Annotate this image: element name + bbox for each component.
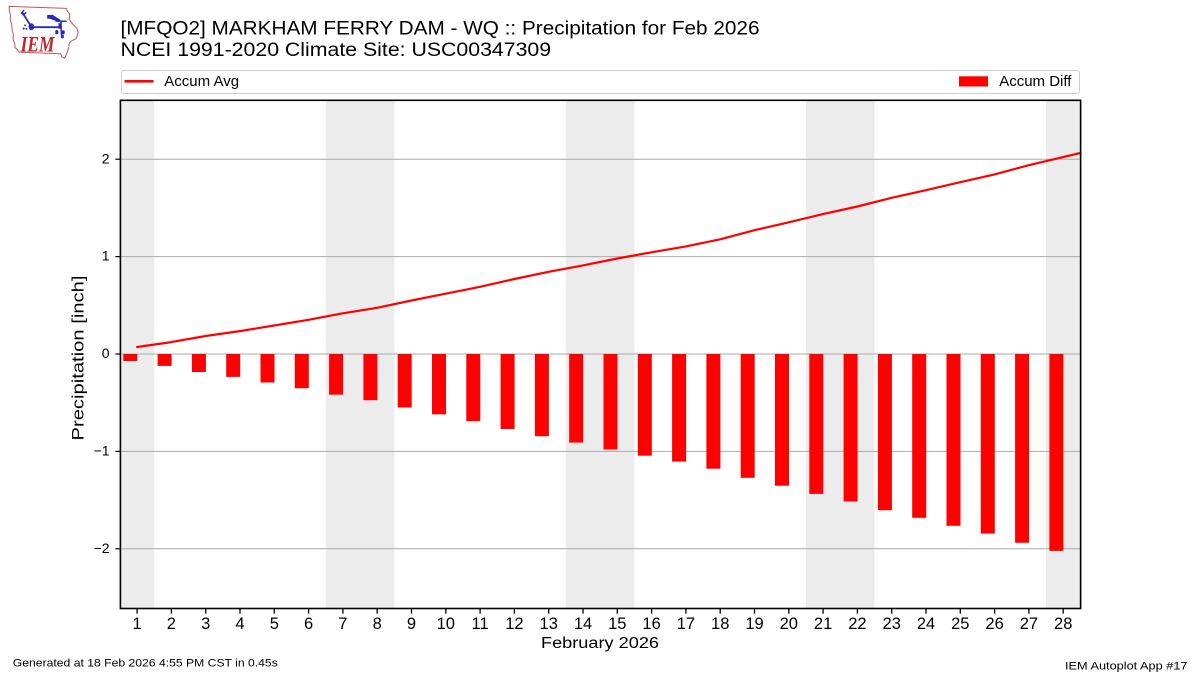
svg-text:1: 1	[102, 248, 110, 264]
svg-text:IEM Autoplot App #17: IEM Autoplot App #17	[1065, 660, 1188, 672]
svg-text:14: 14	[574, 615, 592, 633]
svg-text:Accum Diff: Accum Diff	[999, 73, 1072, 90]
svg-text:1: 1	[133, 615, 142, 633]
svg-text:28: 28	[1054, 615, 1072, 633]
svg-text:20: 20	[780, 615, 798, 633]
svg-text:24: 24	[917, 615, 935, 633]
svg-text:NCEI 1991-2020 Climate Site: U: NCEI 1991-2020 Climate Site: USC00347309	[121, 40, 552, 61]
svg-text:10: 10	[437, 615, 455, 633]
svg-text:27: 27	[1020, 615, 1038, 633]
svg-text:18: 18	[711, 615, 729, 633]
svg-text:0: 0	[102, 345, 110, 361]
svg-text:2: 2	[102, 150, 110, 166]
svg-text:[MFQO2] MARKHAM FERRY DAM - WQ: [MFQO2] MARKHAM FERRY DAM - WQ :: Precip…	[121, 18, 760, 39]
svg-text:Precipitation [inch]: Precipitation [inch]	[70, 276, 88, 441]
svg-text:11: 11	[472, 615, 489, 633]
svg-text:23: 23	[883, 615, 901, 633]
svg-text:4: 4	[235, 615, 244, 633]
svg-text:February 2026: February 2026	[541, 635, 659, 652]
svg-text:Generated at 18 Feb 2026 4:55: Generated at 18 Feb 2026 4:55 PM CST in …	[13, 658, 279, 670]
svg-text:IEM: IEM	[20, 32, 56, 57]
svg-text:21: 21	[814, 615, 832, 633]
svg-text:15: 15	[608, 615, 626, 633]
svg-text:−2: −2	[94, 540, 110, 556]
svg-text:7: 7	[338, 615, 347, 633]
svg-text:16: 16	[642, 615, 660, 633]
svg-text:26: 26	[985, 615, 1003, 633]
svg-text:9: 9	[407, 615, 416, 633]
svg-text:12: 12	[505, 615, 523, 633]
svg-text:22: 22	[848, 615, 866, 633]
svg-text:8: 8	[373, 615, 382, 633]
svg-text:3: 3	[201, 615, 210, 633]
svg-text:13: 13	[540, 615, 558, 633]
svg-text:−1: −1	[94, 443, 110, 459]
svg-text:5: 5	[270, 615, 279, 633]
svg-text:17: 17	[677, 615, 695, 633]
svg-text:6: 6	[304, 615, 313, 633]
svg-text:Accum Avg: Accum Avg	[164, 73, 239, 90]
svg-text:19: 19	[745, 615, 763, 633]
svg-text:25: 25	[951, 615, 969, 633]
svg-text:2: 2	[167, 615, 176, 633]
